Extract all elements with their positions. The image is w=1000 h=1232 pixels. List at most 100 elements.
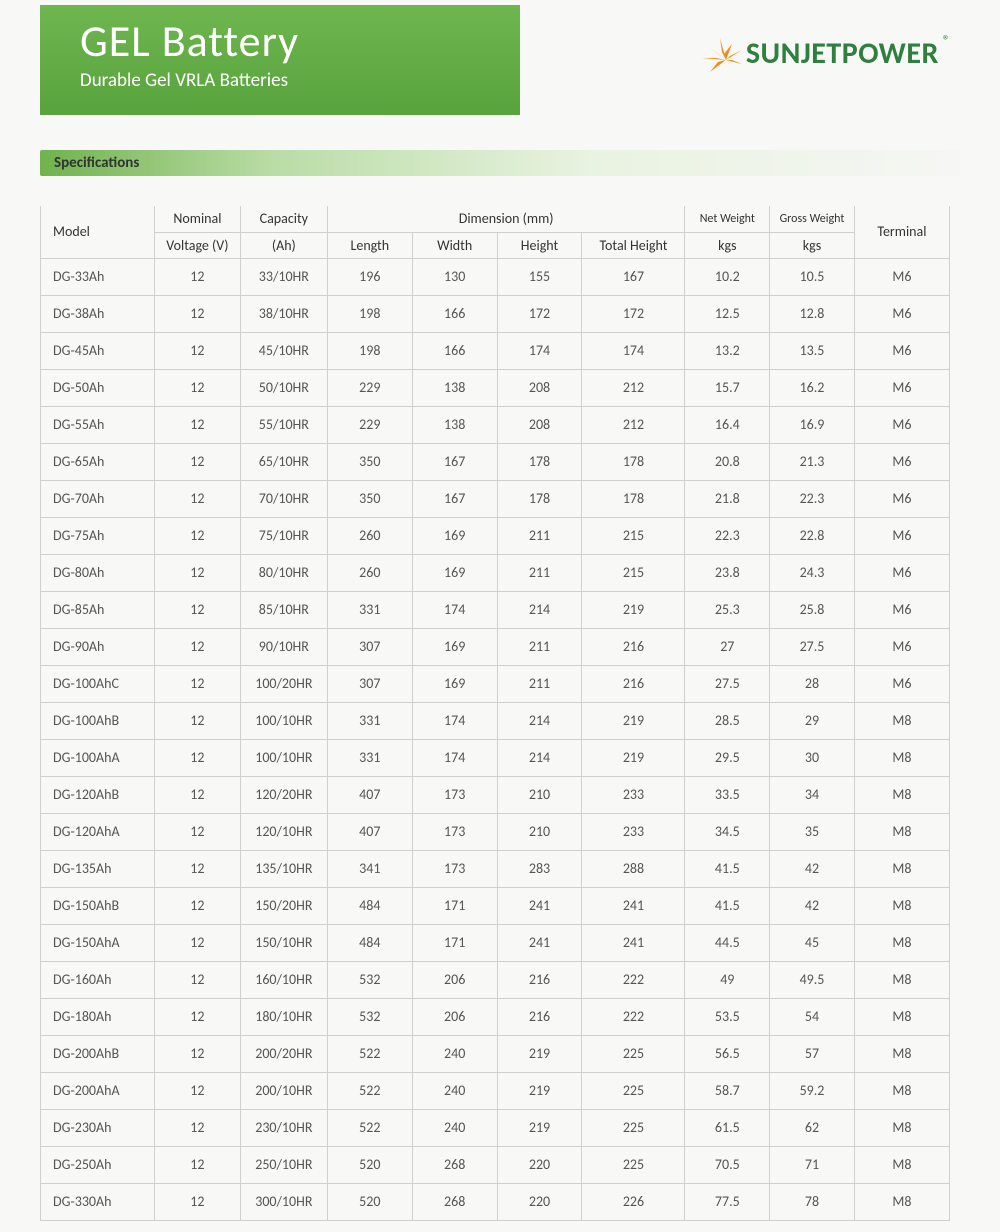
cell-hei: 208 xyxy=(497,406,582,443)
cell-nw: 12.5 xyxy=(685,295,770,332)
cell-nw: 70.5 xyxy=(685,1146,770,1183)
cell-hei: 219 xyxy=(497,1109,582,1146)
cell-cap: 120/20HR xyxy=(240,776,327,813)
th-length: Length xyxy=(327,232,412,258)
cell-gw: 59.2 xyxy=(770,1072,855,1109)
cell-term: M8 xyxy=(854,1183,949,1220)
cell-wid: 166 xyxy=(412,295,497,332)
cell-wid: 173 xyxy=(412,813,497,850)
cell-cap: 45/10HR xyxy=(240,332,327,369)
cell-thei: 215 xyxy=(582,554,685,591)
cell-nv: 12 xyxy=(154,665,240,702)
th-gross-weight-kgs: kgs xyxy=(770,232,855,258)
cell-nv: 12 xyxy=(154,850,240,887)
cell-nv: 12 xyxy=(154,295,240,332)
cell-cap: 200/10HR xyxy=(240,1072,327,1109)
cell-hei: 172 xyxy=(497,295,582,332)
cell-nw: 25.3 xyxy=(685,591,770,628)
cell-cap: 135/10HR xyxy=(240,850,327,887)
cell-thei: 215 xyxy=(582,517,685,554)
cell-hei: 214 xyxy=(497,702,582,739)
table-row: DG-50Ah1250/10HR22913820821215.716.2M6 xyxy=(41,369,950,406)
cell-term: M6 xyxy=(854,295,949,332)
table-head: Model Nominal Capacity Dimension (mm) Ne… xyxy=(41,206,950,258)
registered-mark: ® xyxy=(943,32,950,49)
page-title: GEL Battery xyxy=(80,19,480,63)
table-row: DG-120AhB12120/20HR40717321023333.534M8 xyxy=(41,776,950,813)
th-net-weight: Net Weight xyxy=(685,206,770,232)
cell-model: DG-55Ah xyxy=(41,406,155,443)
cell-wid: 174 xyxy=(412,591,497,628)
cell-term: M8 xyxy=(854,1109,949,1146)
cell-hei: 211 xyxy=(497,628,582,665)
cell-nw: 20.8 xyxy=(685,443,770,480)
cell-hei: 178 xyxy=(497,443,582,480)
cell-wid: 240 xyxy=(412,1072,497,1109)
cell-nw: 22.3 xyxy=(685,517,770,554)
cell-len: 260 xyxy=(327,517,412,554)
cell-nw: 29.5 xyxy=(685,739,770,776)
cell-model: DG-150AhB xyxy=(41,887,155,924)
cell-cap: 55/10HR xyxy=(240,406,327,443)
cell-term: M6 xyxy=(854,443,949,480)
th-capacity-l1: Capacity xyxy=(240,206,327,232)
cell-nv: 12 xyxy=(154,776,240,813)
cell-cap: 80/10HR xyxy=(240,554,327,591)
th-width: Width xyxy=(412,232,497,258)
cell-model: DG-120AhA xyxy=(41,813,155,850)
cell-nv: 12 xyxy=(154,998,240,1035)
cell-nv: 12 xyxy=(154,924,240,961)
cell-term: M8 xyxy=(854,739,949,776)
cell-hei: 214 xyxy=(497,591,582,628)
cell-gw: 78 xyxy=(770,1183,855,1220)
cell-cap: 300/10HR xyxy=(240,1183,327,1220)
cell-len: 522 xyxy=(327,1109,412,1146)
cell-nv: 12 xyxy=(154,443,240,480)
cell-hei: 220 xyxy=(497,1146,582,1183)
cell-model: DG-85Ah xyxy=(41,591,155,628)
table-row: DG-33Ah1233/10HR19613015516710.210.5M6 xyxy=(41,258,950,295)
cell-len: 307 xyxy=(327,665,412,702)
cell-wid: 167 xyxy=(412,443,497,480)
cell-wid: 169 xyxy=(412,665,497,702)
cell-gw: 22.3 xyxy=(770,480,855,517)
th-height: Height xyxy=(497,232,582,258)
cell-nw: 28.5 xyxy=(685,702,770,739)
cell-hei: 216 xyxy=(497,961,582,998)
table-row: DG-250Ah12250/10HR52026822022570.571M8 xyxy=(41,1146,950,1183)
cell-term: M8 xyxy=(854,702,949,739)
cell-term: M6 xyxy=(854,517,949,554)
cell-nv: 12 xyxy=(154,258,240,295)
cell-gw: 21.3 xyxy=(770,443,855,480)
cell-model: DG-135Ah xyxy=(41,850,155,887)
cell-model: DG-75Ah xyxy=(41,517,155,554)
th-terminal: Terminal xyxy=(854,206,949,258)
cell-wid: 173 xyxy=(412,776,497,813)
cell-wid: 240 xyxy=(412,1109,497,1146)
cell-model: DG-33Ah xyxy=(41,258,155,295)
th-dimension: Dimension (mm) xyxy=(327,206,685,232)
table-row: DG-135Ah12135/10HR34117328328841.542M8 xyxy=(41,850,950,887)
cell-nv: 12 xyxy=(154,517,240,554)
cell-len: 260 xyxy=(327,554,412,591)
cell-len: 307 xyxy=(327,628,412,665)
cell-wid: 138 xyxy=(412,406,497,443)
spec-table: Model Nominal Capacity Dimension (mm) Ne… xyxy=(40,206,950,1221)
cell-len: 532 xyxy=(327,961,412,998)
cell-len: 198 xyxy=(327,295,412,332)
table-row: DG-38Ah1238/10HR19816617217212.512.8M6 xyxy=(41,295,950,332)
cell-wid: 166 xyxy=(412,332,497,369)
cell-wid: 173 xyxy=(412,850,497,887)
cell-wid: 169 xyxy=(412,628,497,665)
cell-gw: 25.8 xyxy=(770,591,855,628)
cell-gw: 28 xyxy=(770,665,855,702)
cell-gw: 13.5 xyxy=(770,332,855,369)
cell-hei: 211 xyxy=(497,665,582,702)
cell-model: DG-120AhB xyxy=(41,776,155,813)
cell-len: 331 xyxy=(327,739,412,776)
cell-term: M6 xyxy=(854,628,949,665)
cell-model: DG-160Ah xyxy=(41,961,155,998)
cell-nw: 23.8 xyxy=(685,554,770,591)
cell-nv: 12 xyxy=(154,591,240,628)
table-row: DG-200AhA12200/10HR52224021922558.759.2M… xyxy=(41,1072,950,1109)
